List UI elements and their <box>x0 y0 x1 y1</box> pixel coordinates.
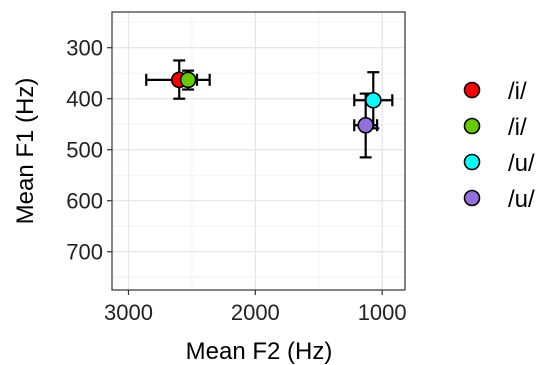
legend-label: /i/ <box>508 78 527 105</box>
points <box>170 71 382 134</box>
legend-label: /u/ <box>508 150 535 177</box>
y-axis-ticks: 300 400 500 600 700 <box>66 36 112 265</box>
x-tick-label: 1000 <box>358 300 407 325</box>
y-tick-label: 600 <box>66 189 103 214</box>
x-tick-label: 2000 <box>231 300 280 325</box>
y-tick-label: 500 <box>66 138 103 163</box>
legend-label: /u/ <box>508 186 535 213</box>
y-tick-label: 700 <box>66 240 103 265</box>
grid-major <box>112 12 405 290</box>
legend-marker <box>463 153 481 171</box>
plot-border <box>111 11 406 291</box>
legend-marker <box>463 81 481 99</box>
y-tick-label: 300 <box>66 36 103 61</box>
legend-label: /i/ <box>508 114 527 141</box>
x-axis-title: Mean F2 (Hz) <box>186 338 333 365</box>
data-point <box>364 91 382 109</box>
data-point <box>179 71 197 89</box>
grid-minor <box>112 12 405 290</box>
x-tick-label: 3000 <box>104 300 153 325</box>
legend-marker <box>463 189 481 207</box>
legend-marker <box>463 117 481 135</box>
legend: /i/ /i/ /u/ /u/ <box>463 78 535 213</box>
y-axis-title: Mean F1 (Hz) <box>12 78 39 225</box>
plot-panel <box>112 12 405 290</box>
data-point <box>357 116 374 134</box>
y-tick-label: 400 <box>66 87 103 112</box>
x-axis-ticks: 3000 2000 1000 <box>104 290 407 325</box>
